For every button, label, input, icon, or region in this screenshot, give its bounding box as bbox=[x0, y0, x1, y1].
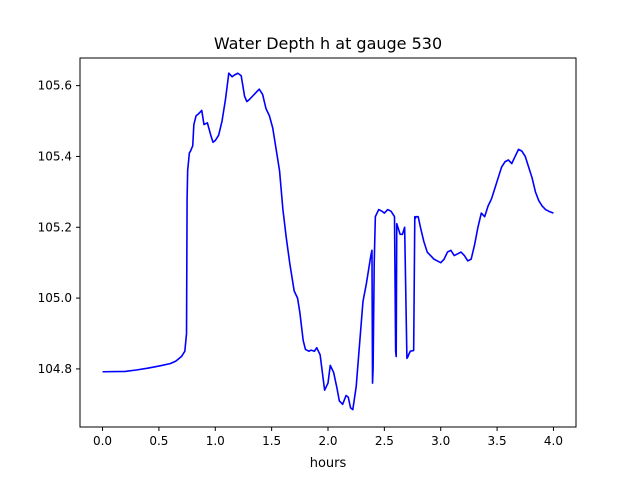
x-tick-label: 1.0 bbox=[206, 434, 225, 448]
axis-ticks: 0.0 0.5 1.0 1.5 2.0 2.5 3.0 3.5 4.0 104.8 105.0 105… bbox=[38, 79, 563, 448]
x-tick-label: 3.5 bbox=[488, 434, 507, 448]
y-tick-label: 105.2 bbox=[38, 220, 72, 234]
x-tick-label: 4.0 bbox=[544, 434, 563, 448]
x-tick-label: 0.0 bbox=[93, 434, 112, 448]
y-tick-label: 105.6 bbox=[38, 79, 72, 93]
x-tick-label: 3.0 bbox=[431, 434, 450, 448]
plot-background bbox=[80, 58, 576, 427]
x-tick-label: 0.5 bbox=[149, 434, 168, 448]
x-tick-label: 2.5 bbox=[375, 434, 394, 448]
x-tick-label: 1.5 bbox=[262, 434, 281, 448]
chart-title: Water Depth h at gauge 530 bbox=[214, 34, 442, 53]
series-line-0 bbox=[102, 72, 554, 411]
y-tick-label: 105.0 bbox=[38, 291, 72, 305]
x-axis-label: hours bbox=[310, 456, 347, 471]
y-tick-label: 104.8 bbox=[38, 362, 72, 376]
plot-area bbox=[79, 57, 577, 428]
y-tick-label: 105.4 bbox=[38, 149, 72, 163]
x-tick-label: 2.0 bbox=[318, 434, 337, 448]
